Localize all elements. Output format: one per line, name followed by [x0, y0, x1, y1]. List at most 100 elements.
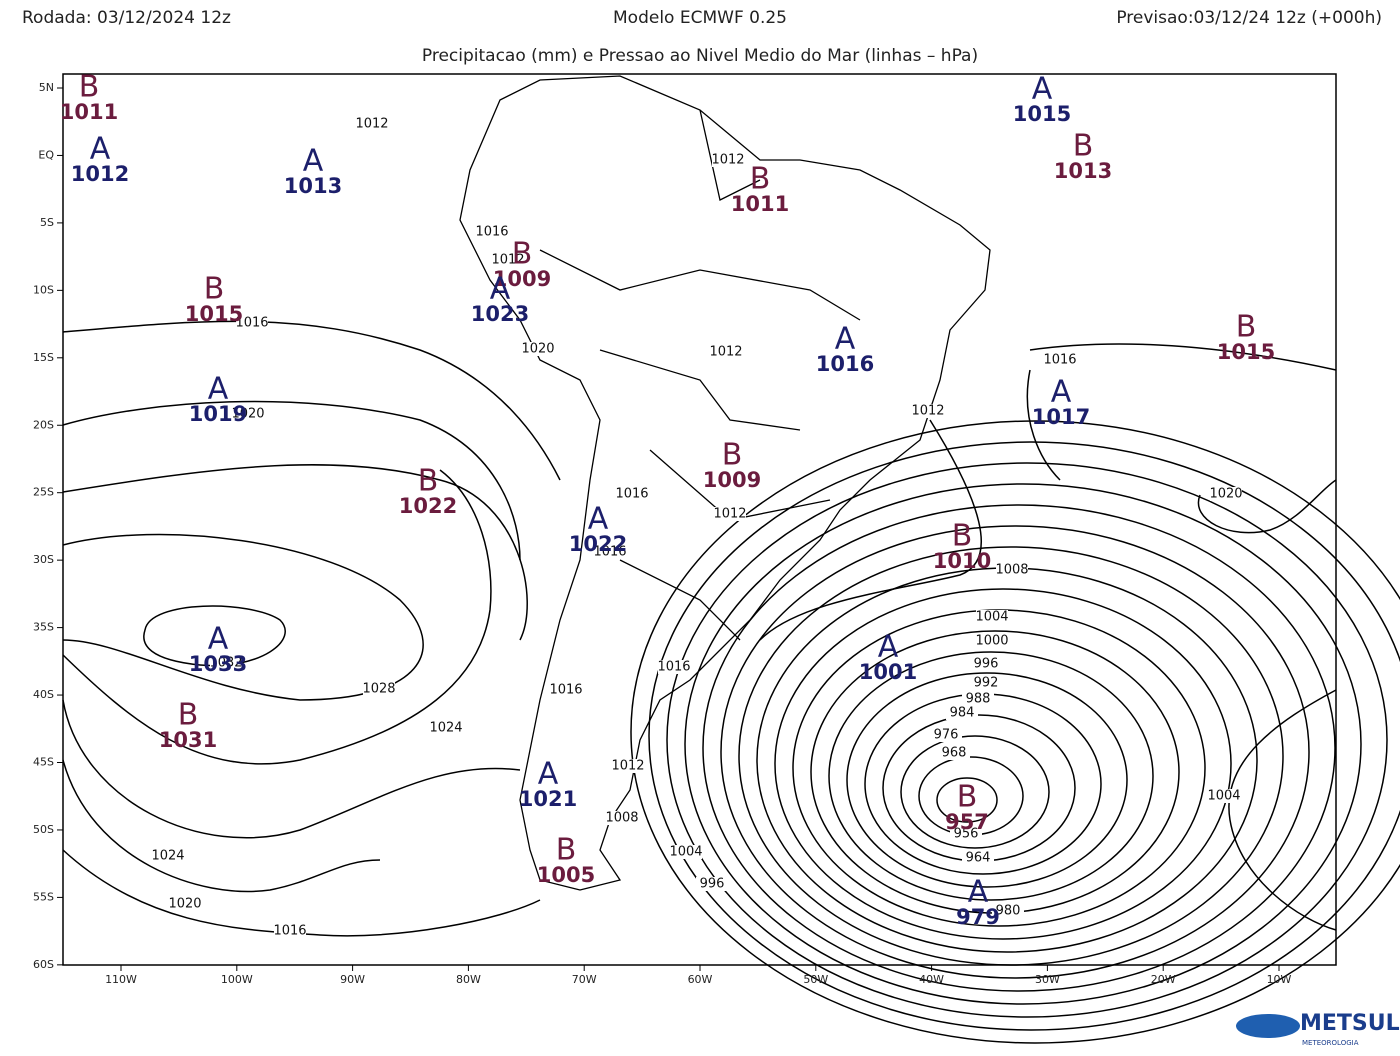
label-bg [606, 811, 638, 825]
center-letter: A [90, 132, 111, 167]
center-value: 1017 [1032, 405, 1090, 429]
center-letter: B [418, 464, 439, 499]
label-bg [612, 759, 644, 773]
label-bg [1208, 789, 1240, 803]
center-value: 1011 [60, 100, 118, 124]
label-bg [946, 706, 978, 720]
y-tick-label: 25S [33, 486, 54, 499]
label-bg [232, 407, 264, 421]
isobar-label: 1020 [1209, 487, 1242, 502]
label-bg [363, 682, 395, 696]
label-bg [696, 877, 728, 891]
label-bg [274, 924, 306, 938]
center-letter: A [208, 622, 229, 657]
center-letter: A [303, 144, 324, 179]
center-letter: B [556, 833, 577, 868]
isobar [684, 483, 1362, 1005]
x-tick-label: 10W [1267, 973, 1292, 986]
y-tick-label: 35S [33, 621, 54, 634]
isobar-label: 988 [966, 692, 991, 707]
isobar-label: 1016 [593, 545, 626, 560]
isobar-label: 984 [950, 706, 975, 721]
center-value: 1021 [519, 787, 577, 811]
center-value: 1031 [159, 728, 217, 752]
isobar [702, 504, 1336, 992]
isobar [1026, 369, 1061, 481]
isobar-label: 976 [934, 728, 959, 743]
label-bg [930, 728, 962, 742]
x-tick-label: 110W [105, 973, 137, 986]
label-bg [710, 345, 742, 359]
center-letter: B [204, 272, 225, 307]
isobar-label: 1016 [615, 487, 648, 502]
center-letter: A [878, 630, 899, 665]
isobar [756, 567, 1258, 953]
center-value: 1009 [493, 267, 551, 291]
y-tick-label: 40S [33, 688, 54, 701]
label-bg [976, 610, 1008, 624]
center-value: 1019 [189, 402, 247, 426]
isobar [1197, 479, 1337, 534]
borders [539, 109, 861, 641]
label-bg [356, 117, 388, 131]
isobar-label: 1016 [273, 924, 306, 939]
isobar [759, 419, 982, 641]
isobar-label: 1020 [231, 407, 264, 422]
isobar-label: 968 [942, 746, 967, 761]
isobar-label: 1012 [491, 253, 524, 268]
isobar [143, 605, 286, 667]
x-tick-label: 80W [456, 973, 481, 986]
isobars [62, 320, 1400, 1044]
isobar-label: 1016 [475, 225, 508, 240]
x-tick-label: 30W [1035, 973, 1060, 986]
center-value: 1013 [1054, 159, 1112, 183]
label-bg [658, 660, 690, 674]
center-letter: A [490, 272, 511, 307]
center-value: 1005 [537, 863, 595, 887]
isobar [828, 651, 1154, 901]
model-label: Modelo ECMWF 0.25 [613, 8, 787, 28]
center-value: 1012 [71, 162, 129, 186]
label-bg [616, 487, 648, 501]
isobar-label: 1024 [429, 721, 462, 736]
isobar [1228, 689, 1337, 931]
label-bg [950, 827, 982, 841]
center-letter: B [79, 70, 100, 105]
logo-icon [1236, 1014, 1300, 1038]
isobar [1029, 343, 1337, 371]
label-bg [1210, 487, 1242, 501]
isobar [62, 699, 521, 839]
y-tick-label: 15S [33, 351, 54, 364]
isobar-label: 1020 [168, 897, 201, 912]
y-tick-label: 55S [33, 890, 54, 903]
isobar-label: 1020 [521, 342, 554, 357]
center-value: 1015 [1013, 102, 1071, 126]
center-value: 1016 [816, 352, 874, 376]
label-bg [550, 683, 582, 697]
y-tick-label: 20S [33, 418, 54, 431]
label-bg [169, 897, 201, 911]
isobar-label: 1012 [711, 153, 744, 168]
center-value: 979 [956, 905, 1000, 929]
logo-tagline: METEOROLOGIA [1302, 1039, 1359, 1047]
center-letter: A [1032, 72, 1053, 107]
label-bg [970, 676, 1002, 690]
logo-name: METSUL [1300, 1011, 1400, 1036]
label-bg [976, 634, 1008, 648]
label-bg [970, 657, 1002, 671]
x-tick-label: 70W [572, 973, 597, 986]
label-bg [992, 904, 1024, 918]
isobar-label: 996 [974, 657, 999, 672]
center-value: 1011 [731, 192, 789, 216]
isobar [62, 469, 492, 765]
y-tick-label: 30S [33, 553, 54, 566]
isobar [648, 441, 1400, 1031]
label-bg [210, 656, 242, 670]
center-letter: A [968, 875, 989, 910]
forecast-label: Previsao:03/12/24 12z (+000h) [1116, 8, 1382, 28]
label-bg [912, 404, 944, 418]
label-bg [670, 845, 702, 859]
center-letter: A [538, 757, 559, 792]
